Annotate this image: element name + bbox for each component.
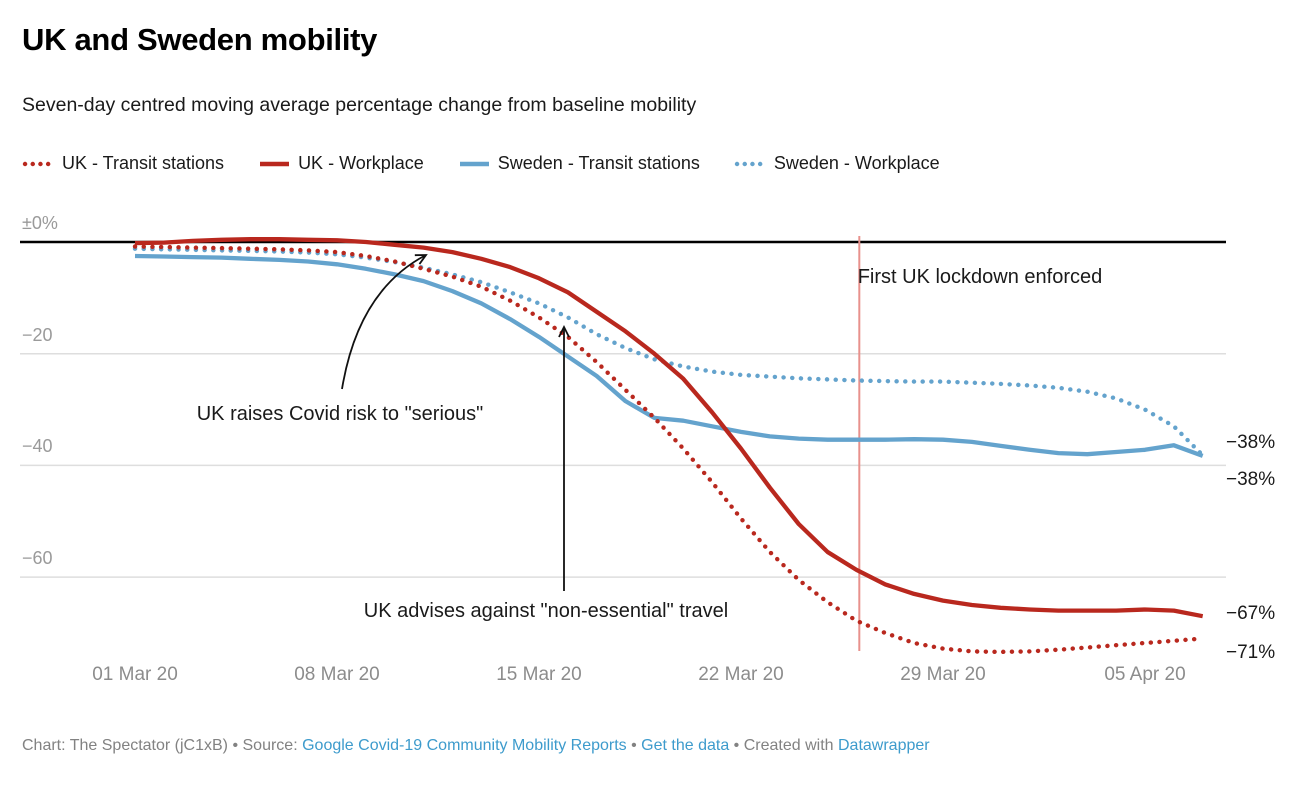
series-end-value-label: −67%	[1226, 603, 1276, 624]
legend-label: Sweden - Transit stations	[497, 153, 700, 173]
x-axis-tick-label: 05 Apr 20	[1104, 664, 1186, 685]
legend-item-uk-transit: UK - Transit stations	[22, 153, 224, 174]
y-axis-tick-label: ±0%	[22, 213, 58, 233]
legend-label: Sweden - Workplace	[773, 153, 940, 173]
dotted-line-swatch-icon	[734, 161, 766, 166]
series-end-value-label: −38%	[1226, 469, 1276, 490]
x-axis-tick-label: 22 Mar 20	[698, 664, 784, 685]
dotted-line-swatch-icon	[22, 161, 54, 166]
y-axis-tick-label: −40	[22, 436, 53, 457]
chart-title: UK and Sweden mobility	[22, 22, 378, 57]
uk-transit-stations-line	[132, 244, 1205, 655]
legend: UK - Transit stations UK - Workplace Swe…	[22, 153, 940, 174]
series-end-value-label: −38%	[1226, 432, 1276, 453]
footer-separator: •	[626, 737, 642, 754]
x-axis-tick-label: 29 Mar 20	[900, 664, 986, 685]
legend-label: UK - Transit stations	[62, 153, 225, 173]
uk-workplace-line	[134, 237, 1204, 619]
y-axis-tick-label: −60	[22, 548, 53, 569]
annotation-uk-raises-covid-risk: UK raises Covid risk to "serious"	[196, 403, 484, 425]
x-axis-tick-label: 01 Mar 20	[92, 664, 178, 685]
footer-attribution-text: Chart: The Spectator (jC1xB) • Source:	[22, 737, 303, 754]
curved-arrow-serious	[341, 254, 428, 390]
legend-label: UK - Workplace	[298, 153, 424, 173]
footer-created-with-text: • Created with	[729, 737, 838, 754]
x-axis-tick-label: 15 Mar 20	[496, 664, 582, 685]
data-series-group	[132, 237, 1205, 655]
annotation-first-uk-lockdown: First UK lockdown enforced	[857, 266, 1103, 288]
chart-footer: Chart: The Spectator (jC1xB) • Source: G…	[22, 737, 930, 755]
y-axis-tick-label: −20	[22, 324, 53, 345]
annotation-arrows	[341, 254, 570, 591]
series-end-value-label: −71%	[1226, 642, 1276, 663]
source-link[interactable]: Google Covid-19 Community Mobility Repor…	[302, 737, 627, 754]
get-the-data-link[interactable]: Get the data	[641, 737, 730, 754]
gridlines	[20, 240, 1226, 578]
sweden-workplace-line	[132, 246, 1205, 458]
sweden-transit-stations-line	[134, 253, 1204, 458]
chart-subtitle: Seven-day centred moving average percent…	[22, 94, 697, 116]
legend-item-sweden-workplace: Sweden - Workplace	[734, 153, 940, 174]
legend-item-sweden-transit: Sweden - Transit stations	[458, 153, 700, 174]
solid-line-swatch-icon	[459, 161, 489, 166]
solid-line-swatch-icon	[260, 161, 290, 166]
x-axis-tick-label: 08 Mar 20	[294, 664, 380, 685]
legend-item-uk-workplace: UK - Workplace	[258, 153, 424, 174]
datawrapper-link[interactable]: Datawrapper	[838, 737, 930, 754]
annotation-uk-advises-against-travel: UK advises against "non-essential" trave…	[363, 600, 729, 622]
